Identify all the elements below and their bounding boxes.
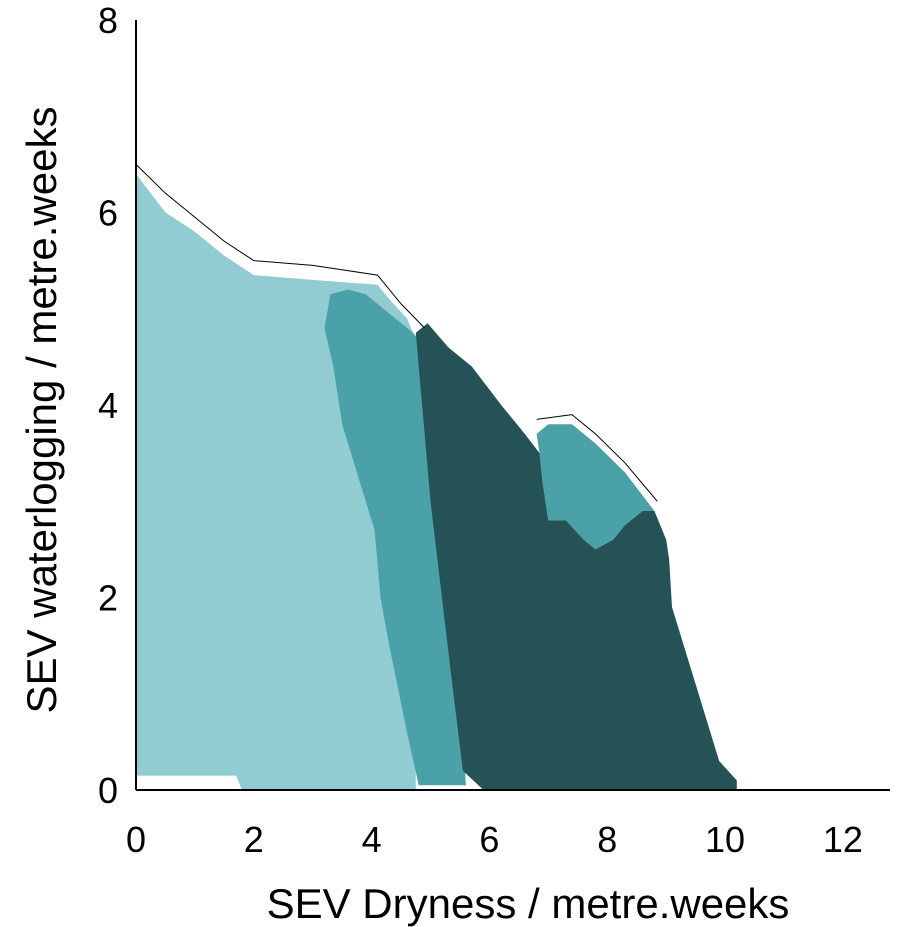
x-tick-label: 8 <box>597 819 617 860</box>
x-tick-label: 0 <box>126 819 146 860</box>
x-tick-label: 6 <box>479 819 499 860</box>
region-boundary-line <box>135 164 425 329</box>
y-tick-label: 0 <box>98 770 118 811</box>
y-tick-label: 4 <box>98 385 118 426</box>
axes <box>135 20 890 791</box>
x-tick-label: 4 <box>362 819 382 860</box>
y-tick-label: 2 <box>98 578 118 619</box>
x-tick-label: 2 <box>244 819 264 860</box>
y-tick-label: 6 <box>98 193 118 234</box>
region-boundary-line-2 <box>536 414 658 502</box>
y-tick-labels: 0 2 4 6 8 <box>98 0 118 811</box>
y-axis-title: SEV waterlogging / metre.weeks <box>18 107 65 714</box>
contour-region-4 <box>415 323 737 790</box>
x-tick-label: 12 <box>823 819 863 860</box>
x-axis-title: SEV Dryness / metre.weeks <box>267 880 790 927</box>
x-tick-label: 10 <box>705 819 745 860</box>
contour-region-3 <box>536 424 655 550</box>
y-tick-label: 8 <box>98 0 118 41</box>
contour-regions <box>135 164 737 790</box>
x-tick-labels: 0 2 4 6 8 10 12 <box>126 819 863 860</box>
